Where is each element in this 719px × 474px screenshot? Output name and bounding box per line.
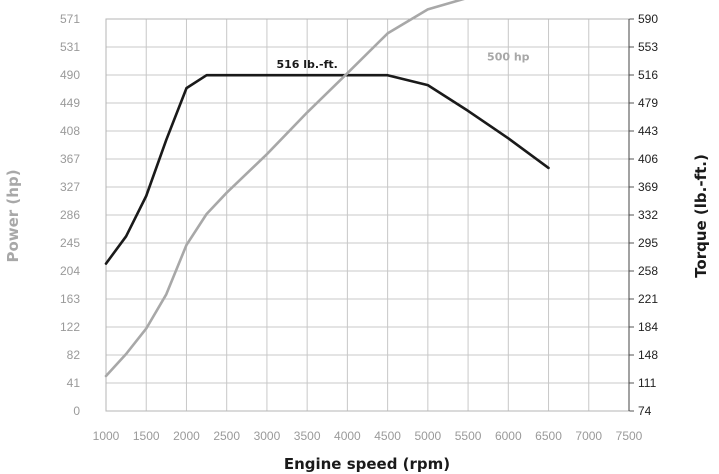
left-tick-label: 41 — [67, 376, 81, 390]
right-tick-label: 148 — [638, 348, 658, 362]
right-tick-label: 332 — [638, 208, 658, 222]
x-axis-title: Engine speed (rpm) — [284, 455, 450, 473]
right-tick-label: 479 — [638, 96, 658, 110]
torque-peak-label: 516 lb.-ft. — [276, 58, 337, 71]
x-tick-label: 1500 — [133, 429, 160, 443]
left-tick-label: 531 — [60, 40, 80, 54]
left-tick-label: 82 — [67, 348, 81, 362]
power-line — [104, 0, 465, 378]
x-tick-label: 3000 — [254, 429, 281, 443]
right-tick-label: 406 — [638, 152, 658, 166]
y-axis-left-title: Power (hp) — [4, 169, 22, 262]
left-tick-label: 367 — [60, 152, 80, 166]
right-tick-label: 74 — [638, 404, 652, 418]
left-tick-label: 449 — [60, 96, 80, 110]
right-tick-label: 443 — [638, 124, 658, 138]
right-axis-ticks: 74 111 148 184 221 258 295 332 369 406 443 479 516 55… — [638, 12, 658, 418]
left-axis-ticks: 0 41 82 122 163 204 245 286 327 367 408 449 490 531 57… — [60, 12, 80, 418]
right-tick-label: 184 — [638, 320, 658, 334]
left-tick-label: 327 — [60, 180, 80, 194]
left-tick-label: 245 — [60, 236, 80, 250]
left-tick-label: 408 — [60, 124, 80, 138]
left-tick-label: 122 — [60, 320, 80, 334]
right-tick-label: 258 — [638, 264, 658, 278]
torque-line — [104, 73, 550, 265]
x-tick-label: 2000 — [173, 429, 200, 443]
x-tick-label: 1000 — [93, 429, 120, 443]
right-tick-label: 369 — [638, 180, 658, 194]
left-tick-label: 571 — [60, 12, 80, 26]
right-tick-label: 221 — [638, 292, 658, 306]
x-tick-label: 3500 — [294, 429, 321, 443]
x-tick-label: 4000 — [334, 429, 361, 443]
grid — [105, 18, 634, 412]
left-tick-label: 0 — [73, 404, 80, 418]
right-tick-label: 516 — [638, 68, 658, 82]
left-tick-label: 490 — [60, 68, 80, 82]
right-tick-label: 295 — [638, 236, 658, 250]
x-tick-label: 2500 — [213, 429, 240, 443]
x-tick-label: 5500 — [455, 429, 482, 443]
plot-frame — [105, 18, 630, 412]
x-tick-label: 5000 — [414, 429, 441, 443]
x-tick-label: 6000 — [495, 429, 522, 443]
left-tick-label: 286 — [60, 208, 80, 222]
left-tick-label: 163 — [60, 292, 80, 306]
series-lines — [104, 0, 550, 378]
x-axis-ticks: 1000 1500 2000 2500 3000 3500 4000 4500 5000 5500… — [93, 429, 643, 443]
annotations: 516 lb.-ft. 500 hp — [276, 51, 529, 71]
y-axis-right-title: Torque (lb.-ft.) — [692, 154, 710, 278]
x-tick-label: 7500 — [616, 429, 643, 443]
power-peak-label: 500 hp — [487, 51, 530, 64]
left-tick-label: 204 — [60, 264, 80, 278]
x-tick-label: 6500 — [535, 429, 562, 443]
right-tick-label: 111 — [638, 376, 657, 390]
right-tick-label: 590 — [638, 12, 658, 26]
right-tick-label: 553 — [638, 40, 658, 54]
x-tick-label: 7000 — [575, 429, 602, 443]
x-tick-label: 4500 — [374, 429, 401, 443]
